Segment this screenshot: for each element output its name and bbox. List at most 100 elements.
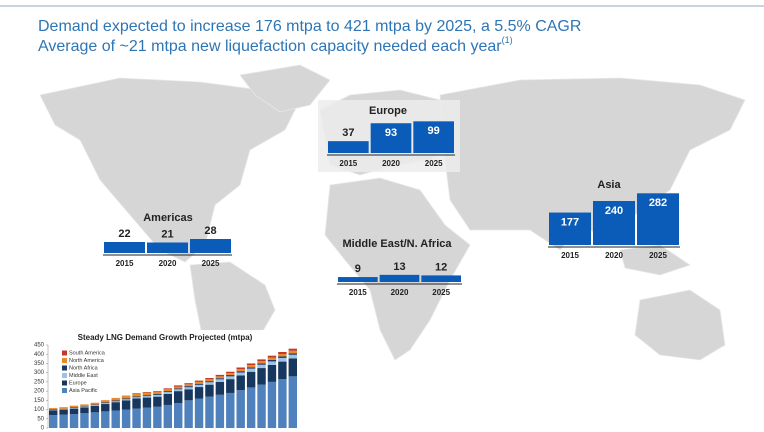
bar-segment <box>174 403 183 428</box>
bar-value-label: 93 <box>385 127 397 139</box>
y-tick-label: 450 <box>34 343 45 349</box>
bar-segment <box>121 409 131 428</box>
bar-segment <box>121 400 131 410</box>
bar <box>593 201 635 245</box>
bar-segment <box>59 409 68 415</box>
legend-label: South America <box>69 350 106 356</box>
bar-segment <box>101 404 110 412</box>
bar-segment <box>132 393 141 397</box>
footnote-ref: (1) <box>502 35 513 45</box>
bar-value-label: 21 <box>161 228 173 240</box>
bar-segment <box>132 398 141 409</box>
bar-segment <box>90 405 100 413</box>
bar-segment <box>257 359 266 362</box>
x-tick-label: 2015 <box>339 159 357 168</box>
bar-segment <box>246 365 256 368</box>
bar-value-label: 177 <box>561 216 579 228</box>
bar-segment <box>236 390 245 428</box>
bar-segment <box>288 358 297 377</box>
bar-segment <box>49 409 58 411</box>
legend-label: North America <box>69 358 105 364</box>
bar-segment <box>257 368 266 385</box>
bar-segment <box>69 408 79 415</box>
bar-segment <box>184 387 193 390</box>
bar-segment <box>205 396 214 428</box>
bar-segment <box>111 410 120 428</box>
bar-segment <box>194 383 204 385</box>
bar-segment <box>236 367 245 370</box>
bar-value-label: 240 <box>605 205 623 217</box>
x-tick-label: 2015 <box>349 288 367 297</box>
legend-swatch <box>62 358 67 363</box>
bar-segment <box>246 371 256 388</box>
bar <box>637 193 679 245</box>
bar-segment <box>153 394 162 395</box>
x-tick-label: 2020 <box>391 288 409 297</box>
bar-segment <box>194 380 204 382</box>
bar-segment <box>226 373 235 376</box>
bar-segment <box>142 407 152 428</box>
y-tick-label: 300 <box>34 370 45 376</box>
x-tick-label: 2020 <box>382 159 400 168</box>
bar-segment <box>288 350 297 354</box>
bar-segment <box>215 379 225 382</box>
bar-segment <box>184 400 193 428</box>
bar-segment <box>246 367 256 369</box>
bar-segment <box>163 392 172 394</box>
bar-segment <box>215 394 225 428</box>
bar-segment <box>226 392 235 428</box>
bar-segment <box>132 408 141 428</box>
bar-segment <box>205 384 214 397</box>
bar-segment <box>90 412 100 428</box>
region-title: Asia <box>597 179 621 191</box>
bar-segment <box>69 405 79 408</box>
legend-swatch <box>62 350 67 356</box>
bar-segment <box>226 379 235 393</box>
x-tick-label: 2015 <box>116 259 134 268</box>
x-tick-label: 2015 <box>561 251 579 260</box>
bar-value-label: 37 <box>342 127 354 139</box>
bar-segment <box>194 381 204 384</box>
bar-segment <box>142 392 152 393</box>
bar-segment <box>153 391 162 392</box>
bar-segment <box>267 381 277 428</box>
bar-segment <box>236 372 245 376</box>
y-tick-label: 200 <box>34 389 45 395</box>
bar-segment <box>174 386 183 389</box>
subheadline: Average of ~21 mtpa new liquefaction cap… <box>38 35 513 55</box>
bar-segment <box>153 406 162 428</box>
bar-segment <box>278 356 287 358</box>
bar-segment <box>267 355 277 358</box>
legend-swatch <box>62 388 67 393</box>
bar-segment <box>278 361 287 380</box>
bar-segment <box>205 382 214 385</box>
x-tick-label: 2025 <box>425 159 443 168</box>
bar-segment <box>184 384 193 387</box>
bar-segment <box>174 388 183 390</box>
bar-segment <box>226 371 235 374</box>
legend-label: Asia Pacific <box>69 388 98 394</box>
bar-segment <box>49 415 58 428</box>
bar-segment <box>132 396 141 398</box>
bar-segment <box>194 384 204 388</box>
bar-segment <box>132 397 141 399</box>
region-title: Europe <box>369 105 407 117</box>
bar-segment <box>278 379 287 428</box>
bar-segment <box>163 404 172 428</box>
bar-segment <box>194 398 204 428</box>
bar-segment <box>163 391 172 393</box>
bar-segment <box>236 371 245 373</box>
bar-segment <box>111 401 120 403</box>
bar-segment <box>184 389 193 401</box>
bar-segment <box>215 378 225 380</box>
bar-segment <box>194 387 204 399</box>
x-tick-label: 2025 <box>202 259 220 268</box>
bar-segment <box>80 404 89 407</box>
region-title: Middle East/N. Africa <box>342 238 452 250</box>
bar-value-label: 28 <box>204 225 216 237</box>
bar <box>147 242 188 253</box>
bar-segment <box>111 400 120 402</box>
bar <box>190 239 231 253</box>
bar-segment <box>267 357 277 360</box>
bar-segment <box>288 354 297 359</box>
